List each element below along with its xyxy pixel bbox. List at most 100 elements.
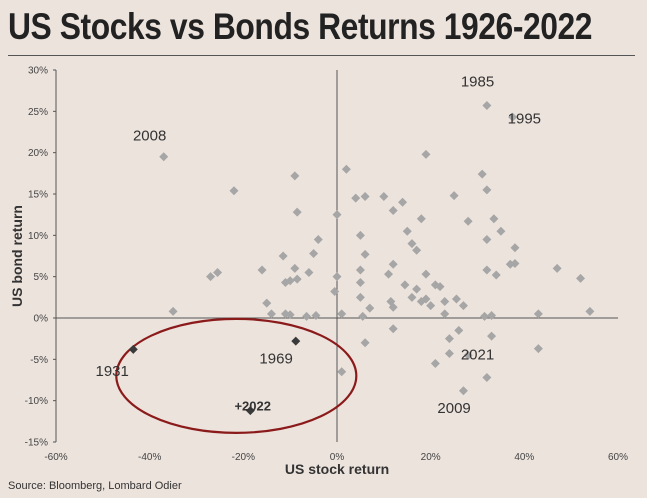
x-tick-label: 20% (421, 452, 441, 463)
y-tick-label: -5% (30, 355, 48, 366)
data-point (407, 239, 417, 249)
highlighted-point (291, 336, 301, 346)
data-point (159, 152, 169, 162)
x-tick-label: 40% (514, 452, 534, 463)
year-label: 1969 (259, 350, 292, 367)
data-point (313, 234, 323, 244)
data-point (491, 270, 501, 280)
year-label: 2008 (133, 127, 166, 144)
x-tick-label: -60% (44, 452, 67, 463)
data-point (510, 258, 520, 268)
x-tick-label: -20% (232, 452, 255, 463)
data-point (304, 268, 314, 278)
data-point (421, 269, 431, 279)
data-point (280, 277, 290, 287)
data-point (330, 287, 340, 297)
data-point (257, 265, 267, 275)
data-point (332, 272, 342, 282)
data-point (482, 234, 492, 244)
data-point (496, 226, 506, 236)
y-tick-label: 10% (28, 231, 48, 242)
x-tick-label: 0% (330, 452, 345, 463)
data-point (337, 367, 347, 377)
y-tick-label: 20% (28, 148, 48, 159)
data-point (332, 210, 342, 220)
data-point (489, 214, 499, 224)
data-point (482, 101, 492, 111)
data-point (290, 171, 300, 181)
data-point (458, 386, 468, 396)
data-point (454, 325, 464, 335)
data-point (355, 277, 365, 287)
data-point (416, 214, 426, 224)
y-tick-label: 0% (34, 314, 49, 325)
data-point (360, 338, 370, 348)
axes (53, 69, 618, 443)
data-point (278, 251, 288, 261)
data-point (477, 169, 487, 179)
data-point (449, 191, 459, 201)
data-point (412, 245, 422, 255)
data-point (355, 230, 365, 240)
year-label: 2009 (437, 400, 470, 417)
y-tick-label: 5% (34, 272, 49, 283)
data-point (400, 280, 410, 290)
source-note: Source: Bloomberg, Lombard Odier (8, 480, 182, 492)
data-point (585, 306, 595, 316)
year-label: 2021 (461, 346, 494, 363)
data-point (355, 292, 365, 302)
chart-title: US Stocks vs Bonds Returns 1926-2022 (8, 6, 593, 47)
data-point (444, 349, 454, 359)
data-point (292, 274, 302, 284)
data-point (440, 309, 450, 319)
data-point (285, 310, 295, 320)
data-point (552, 263, 562, 273)
data-point (302, 311, 312, 321)
data-point (358, 311, 368, 321)
year-label: 1995 (508, 111, 541, 128)
data-point (384, 269, 394, 279)
y-tick-label: -10% (25, 396, 48, 407)
data-point (533, 344, 543, 354)
data-point (487, 311, 497, 321)
data-point (379, 191, 389, 201)
data-point (229, 186, 239, 196)
data-point (292, 207, 302, 217)
data-point (351, 193, 361, 203)
data-point (262, 298, 272, 308)
x-axis-title: US stock return (285, 461, 389, 477)
data-point (482, 373, 492, 383)
data-point (388, 302, 398, 312)
data-point (309, 249, 319, 259)
y-axis-title: US bond return (9, 205, 25, 307)
y-tick-label: 25% (28, 107, 48, 118)
data-point (487, 331, 497, 341)
title-divider (8, 55, 635, 56)
data-point (341, 164, 351, 174)
data-point (402, 226, 412, 236)
data-point (168, 306, 178, 316)
year-label: +2022 (234, 399, 271, 414)
data-point (398, 197, 408, 207)
data-point (337, 309, 347, 319)
y-tick-label: 15% (28, 190, 48, 201)
data-point (360, 249, 370, 259)
y-tick-label: -15% (25, 438, 48, 449)
data-point (388, 206, 398, 216)
data-point (482, 185, 492, 195)
data-point (463, 350, 473, 360)
data-point (290, 263, 300, 273)
data-point (426, 301, 436, 311)
y-tick-label: 30% (28, 66, 48, 77)
data-point (388, 259, 398, 269)
highlight-ellipse (115, 317, 358, 434)
data-point (421, 149, 431, 159)
data-point (435, 282, 445, 292)
data-point (206, 272, 216, 282)
data-point (416, 296, 426, 306)
tick-labels: -15% -10% -5% 0% 5% 10% 15% 20% 25% 30% -60% -40% -2… (25, 66, 628, 464)
data-points (159, 101, 595, 396)
data-point (533, 309, 543, 319)
x-tick-label: -40% (138, 452, 161, 463)
